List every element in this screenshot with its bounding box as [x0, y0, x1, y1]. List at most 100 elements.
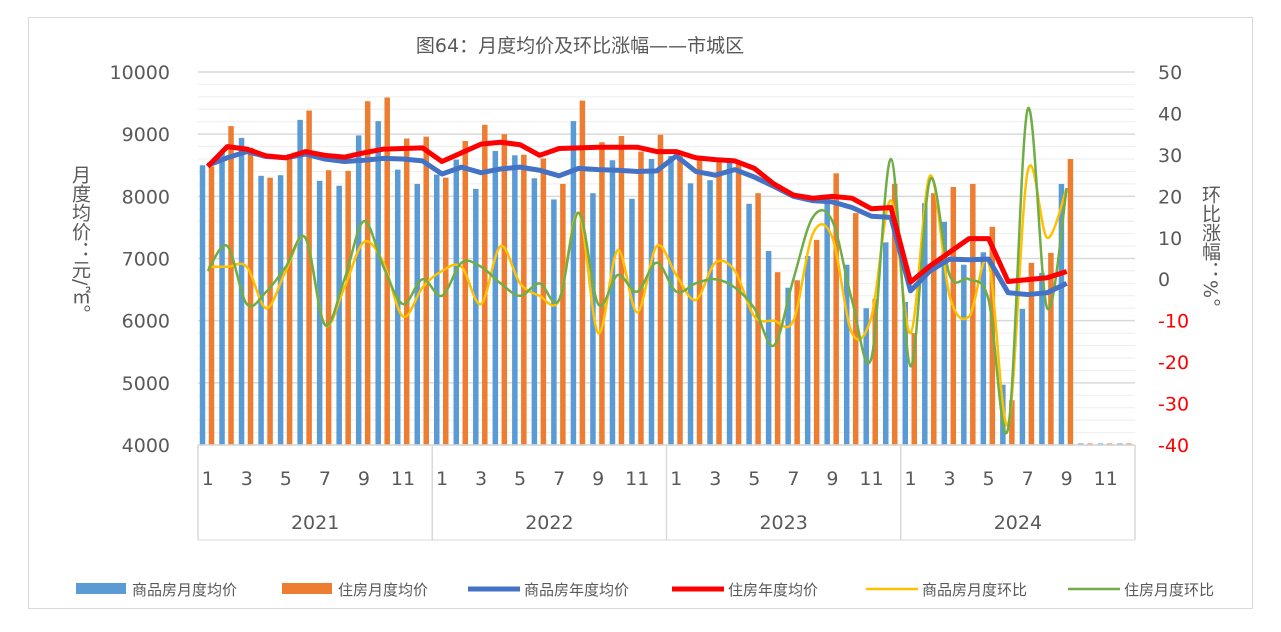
x-tick-label: 9	[592, 468, 604, 490]
bar	[560, 183, 566, 445]
bar	[501, 134, 508, 445]
y-tick-label: 5000	[122, 373, 170, 395]
bar	[872, 298, 878, 445]
x-tick-label: 1	[670, 468, 682, 490]
x-tick-label: 11	[391, 468, 415, 490]
x-tick-label: 5	[748, 468, 760, 490]
x-tick-label: 5	[280, 468, 292, 490]
bar	[716, 160, 722, 445]
bar	[443, 177, 449, 445]
series-line-2	[206, 149, 1068, 298]
y2-tick-label: 40	[1158, 103, 1182, 125]
y2-tick-label: 30	[1158, 145, 1182, 167]
bar	[599, 142, 605, 445]
x-tick-label: 3	[241, 468, 253, 490]
y2-tick-label: -20	[1158, 352, 1189, 374]
bar	[852, 213, 859, 445]
bar	[355, 135, 362, 445]
bars	[199, 97, 1132, 446]
bar	[423, 136, 429, 446]
x-tick-label: 9	[826, 468, 838, 490]
bar	[961, 264, 967, 445]
y2-tick-label: 20	[1158, 186, 1182, 208]
x-year-label: 2023	[759, 512, 807, 534]
bar	[774, 272, 781, 445]
bar	[970, 183, 976, 445]
y-axis-title: 月度均价：元/㎡。	[69, 165, 91, 323]
legend-swatch	[76, 583, 126, 594]
y2-tick-label: -30	[1158, 394, 1189, 416]
legend-label: 住房月度环比	[1124, 581, 1214, 599]
x-tick-label: 3	[944, 468, 956, 490]
bar	[746, 203, 752, 445]
bar	[267, 177, 273, 445]
bar	[531, 178, 538, 445]
y-tick-label: 9000	[122, 124, 170, 146]
bar	[833, 173, 839, 445]
x-tick-label: 5	[514, 468, 526, 490]
bar	[453, 159, 460, 445]
x-tick-label: 9	[358, 468, 370, 490]
bar	[804, 256, 811, 445]
bar	[512, 155, 518, 445]
bar	[941, 221, 948, 445]
y2-tick-label: 50	[1158, 62, 1182, 84]
series-line-5	[206, 106, 1068, 435]
bar	[199, 165, 206, 445]
bar	[345, 170, 351, 445]
bar	[277, 175, 284, 446]
x-tick-label: 7	[553, 468, 565, 490]
bar	[648, 159, 655, 446]
bar	[863, 308, 869, 445]
legend-swatch	[282, 583, 332, 594]
bar	[629, 198, 635, 445]
y2-axis-title: 环比涨幅：%。	[1199, 185, 1221, 317]
x-tick-label: 11	[1094, 468, 1118, 490]
bar	[492, 150, 499, 445]
bar	[1058, 183, 1065, 445]
bar	[668, 155, 674, 446]
lines	[205, 106, 1068, 435]
bar	[208, 166, 215, 445]
bar	[325, 170, 332, 445]
y-tick-label: 10000	[110, 62, 170, 84]
x-tick-label: 7	[1022, 468, 1034, 490]
bar	[473, 188, 479, 445]
y-tick-label: 4000	[122, 435, 170, 457]
y-tick-label: 7000	[122, 249, 170, 271]
bar	[813, 239, 820, 445]
legend-label: 商品房月度环比	[922, 581, 1027, 599]
bar	[911, 333, 918, 445]
bar	[980, 252, 987, 445]
bar	[765, 251, 772, 445]
bar	[677, 155, 683, 446]
bar	[590, 193, 596, 445]
bar	[364, 101, 371, 446]
bar	[609, 160, 616, 445]
bar	[687, 183, 694, 446]
bar	[297, 119, 303, 445]
bar	[1048, 252, 1054, 445]
bar	[657, 134, 664, 445]
bar	[247, 147, 254, 446]
bar	[1009, 400, 1015, 445]
bar	[434, 174, 440, 445]
bar	[286, 154, 293, 445]
bar	[482, 124, 488, 445]
x-year-label: 2022	[525, 512, 573, 534]
bar	[403, 138, 410, 446]
bar	[258, 175, 264, 445]
axes: 4000 5000 6000 7000 8000 9000 10000 -40 -30 -20 -1…	[69, 62, 1221, 541]
bar	[1019, 308, 1026, 445]
bar	[228, 126, 234, 446]
x-tick-label: 9	[1061, 468, 1073, 490]
bar	[638, 151, 644, 445]
bar	[707, 180, 713, 446]
bar	[618, 136, 625, 445]
x-tick-label: 11	[859, 468, 883, 490]
legend: 商品房月度均价 住房月度均价 商品房年度均价 住房年度均价 商品房月度环比 住房月度环比	[76, 581, 1214, 599]
chart-frame	[28, 17, 1253, 609]
bar	[696, 159, 703, 446]
x-tick-label: 5	[983, 468, 995, 490]
